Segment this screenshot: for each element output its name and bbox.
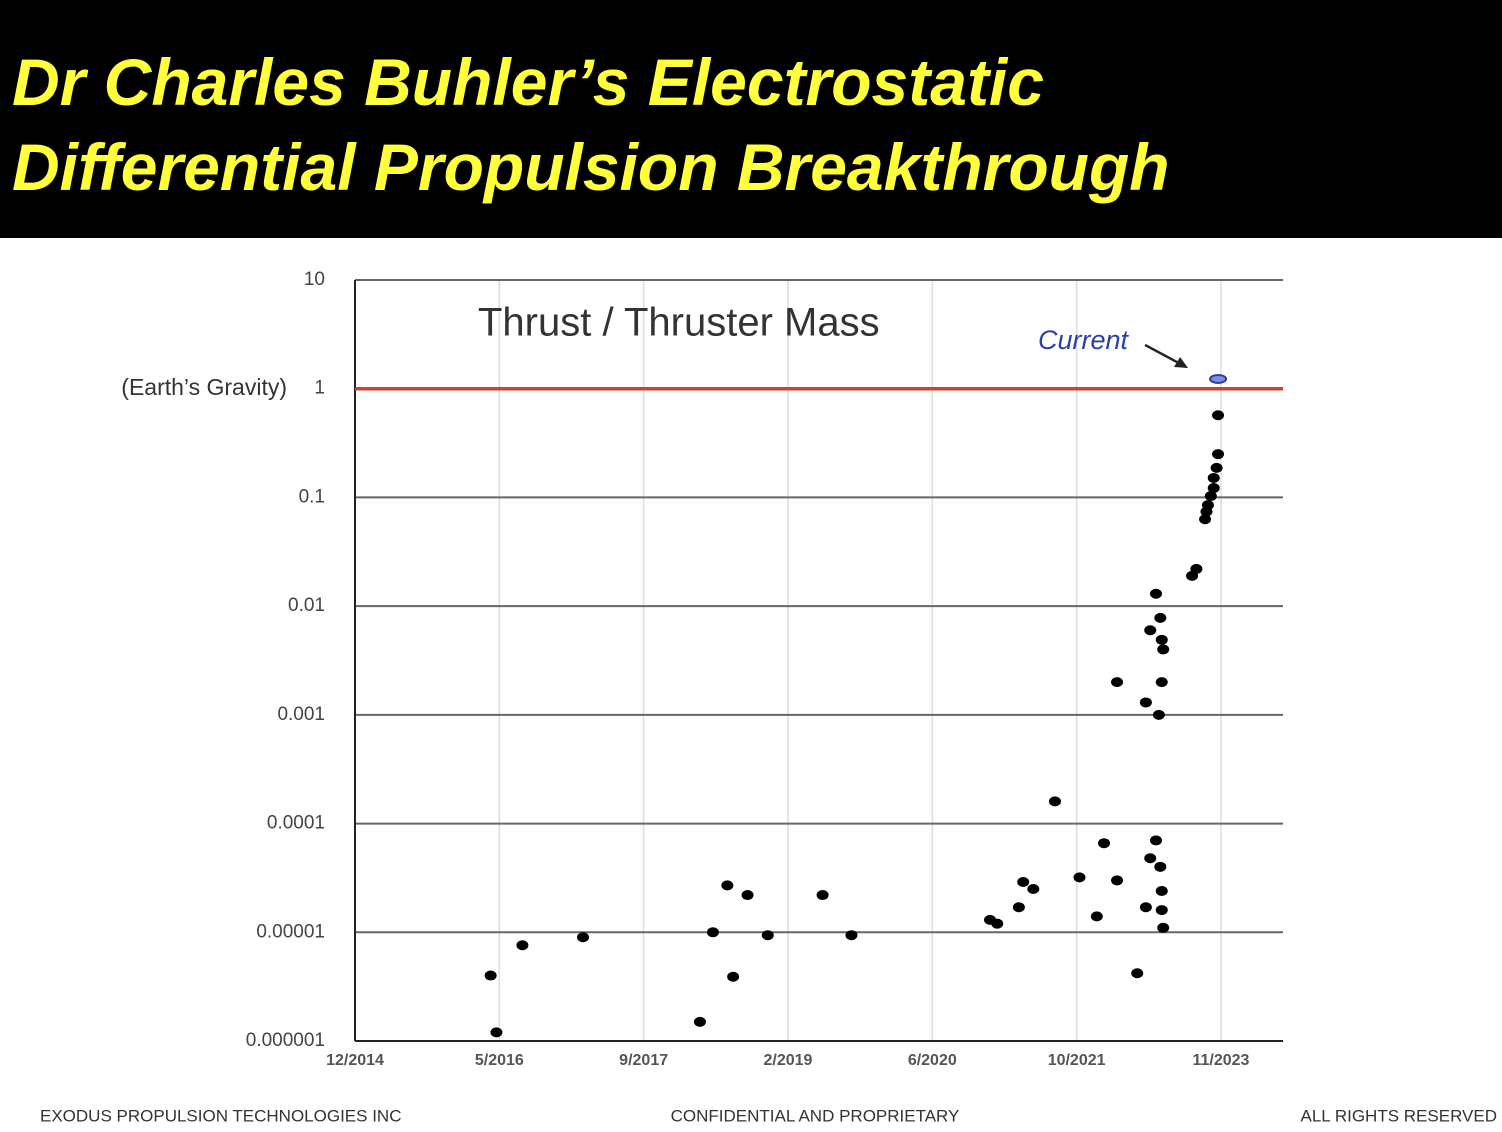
point bbox=[1155, 677, 1168, 688]
x-tick-label: 9/2017 bbox=[619, 1052, 668, 1069]
point bbox=[1154, 861, 1167, 872]
point bbox=[1098, 838, 1111, 849]
footer-right: ALL RIGHTS RESERVED bbox=[1300, 1106, 1497, 1125]
point bbox=[727, 971, 740, 982]
reference-label: (Earth’s Gravity) bbox=[121, 374, 287, 400]
x-tick-label: 10/2021 bbox=[1048, 1052, 1106, 1069]
y-tick-label: 0.01 bbox=[288, 595, 325, 616]
point bbox=[1154, 612, 1167, 623]
current-point bbox=[1209, 373, 1228, 384]
point bbox=[1152, 709, 1165, 720]
y-tick-label: 1 bbox=[314, 378, 325, 399]
point bbox=[741, 890, 754, 901]
point bbox=[1144, 625, 1157, 636]
point bbox=[761, 930, 774, 941]
point bbox=[816, 890, 829, 901]
point bbox=[706, 927, 719, 938]
current-arrowhead bbox=[1174, 356, 1189, 368]
point bbox=[1048, 796, 1061, 807]
point bbox=[1157, 922, 1170, 933]
point bbox=[1139, 697, 1152, 708]
point bbox=[1131, 968, 1144, 979]
point bbox=[1207, 472, 1220, 483]
footer-left: EXODUS PROPULSION TECHNOLOGIES INC bbox=[40, 1106, 401, 1125]
point bbox=[1210, 462, 1223, 473]
y-tick-label: 0.001 bbox=[277, 704, 325, 725]
y-tick-label: 0.0001 bbox=[267, 813, 325, 834]
plot: 12/2014 5/2016 9/2017 2/2019 6/2020 10/2021 11… bbox=[121, 269, 1283, 1069]
point bbox=[1155, 634, 1168, 645]
y-tick-label: 0.00001 bbox=[256, 921, 325, 942]
point bbox=[516, 940, 529, 951]
point bbox=[845, 930, 858, 941]
point bbox=[1111, 875, 1124, 886]
x-tick-label: 12/2014 bbox=[326, 1052, 384, 1069]
point bbox=[991, 918, 1004, 929]
point bbox=[1212, 449, 1225, 460]
x-tick-label: 5/2016 bbox=[475, 1052, 524, 1069]
point bbox=[1073, 872, 1086, 883]
point bbox=[1155, 885, 1168, 896]
point bbox=[1144, 853, 1157, 864]
current-label: Current bbox=[1038, 325, 1130, 355]
slide-title: Differential Propulsion Breakthrough bbox=[12, 130, 1170, 204]
point bbox=[1149, 588, 1162, 599]
point bbox=[490, 1027, 503, 1038]
footer-center: CONFIDENTIAL AND PROPRIETARY bbox=[671, 1106, 960, 1125]
point bbox=[693, 1016, 706, 1027]
point bbox=[1157, 644, 1170, 655]
point bbox=[484, 970, 497, 981]
y-tick-label: 0.1 bbox=[299, 486, 325, 507]
header-band bbox=[0, 0, 1502, 238]
slide-title: Dr Charles Buhler’s Electrostatic bbox=[12, 45, 1044, 119]
point bbox=[1207, 483, 1220, 494]
point bbox=[1212, 410, 1225, 421]
point bbox=[1027, 884, 1040, 895]
point bbox=[1149, 835, 1162, 846]
point bbox=[1139, 902, 1152, 913]
point bbox=[1111, 677, 1124, 688]
point bbox=[1190, 563, 1203, 574]
point bbox=[1199, 514, 1212, 525]
x-tick-label: 11/2023 bbox=[1192, 1052, 1249, 1069]
point bbox=[721, 880, 734, 891]
x-tick-label: 2/2019 bbox=[764, 1052, 813, 1069]
point bbox=[1090, 911, 1103, 922]
y-tick-label: 10 bbox=[304, 269, 325, 290]
point bbox=[1017, 877, 1030, 888]
x-tick-label: 6/2020 bbox=[908, 1052, 957, 1069]
point bbox=[1012, 902, 1025, 913]
chart-title: Thrust / Thruster Mass bbox=[478, 301, 880, 345]
point bbox=[1201, 500, 1214, 511]
point bbox=[1204, 491, 1217, 502]
point bbox=[1155, 905, 1168, 916]
point bbox=[577, 932, 590, 943]
y-tick-label: 0.000001 bbox=[246, 1030, 325, 1051]
